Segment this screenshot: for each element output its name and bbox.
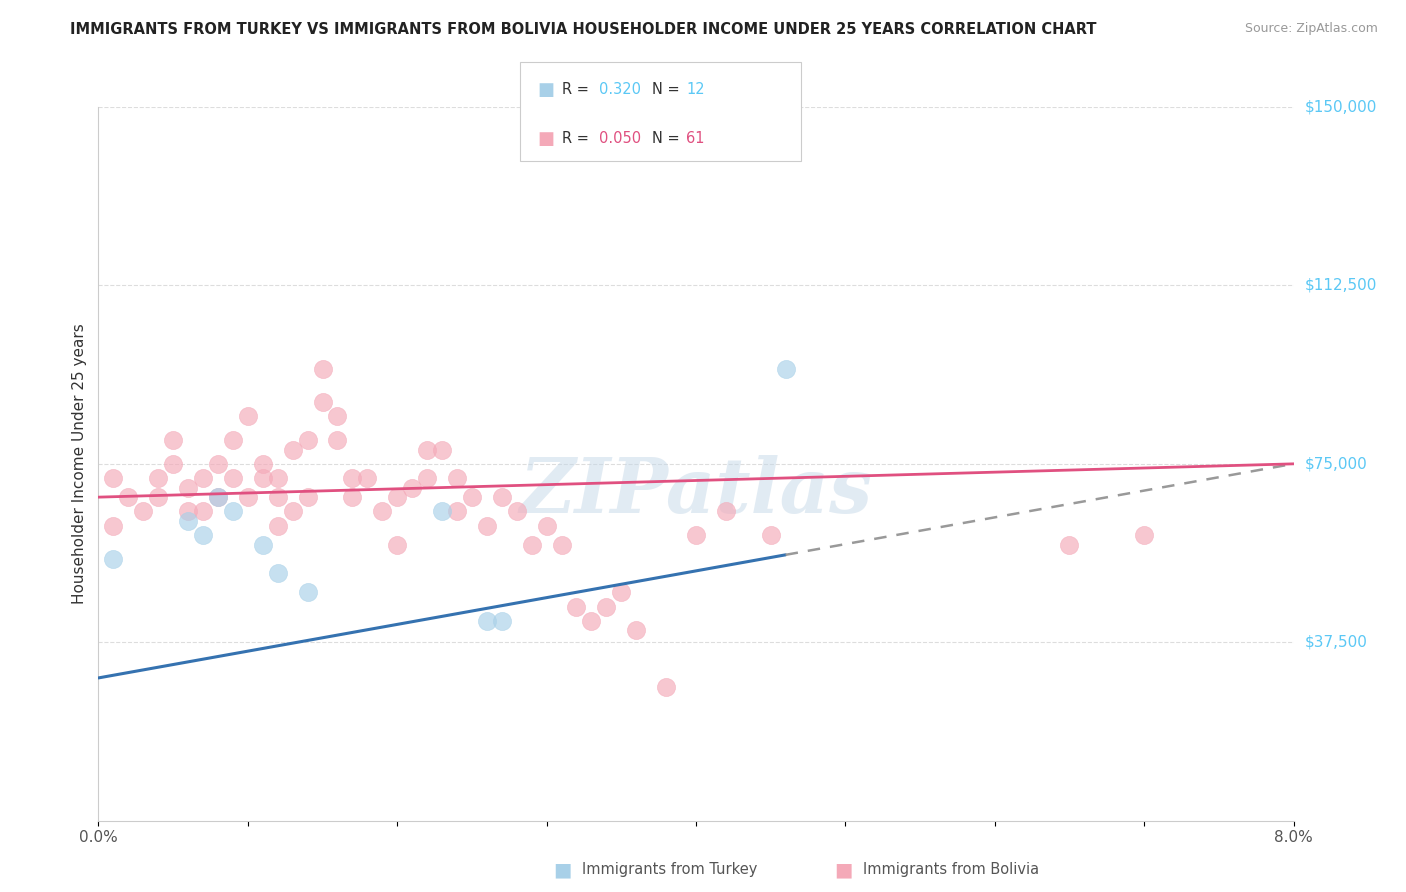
Point [446, 504, 468, 518]
Point [311, 361, 333, 376]
Point [1059, 538, 1081, 552]
Point [595, 599, 617, 614]
Point [475, 518, 498, 533]
Point [624, 624, 647, 638]
Point [446, 471, 468, 485]
Point [416, 442, 439, 457]
Text: 61: 61 [686, 131, 704, 146]
Point [506, 504, 529, 518]
Point [207, 490, 229, 504]
Point [252, 471, 274, 485]
Text: N =: N = [652, 82, 685, 97]
Point [267, 518, 290, 533]
Point [714, 504, 737, 518]
Point [775, 361, 797, 376]
Point [148, 490, 170, 504]
Point [252, 457, 274, 471]
Point [191, 504, 214, 518]
Point [177, 504, 200, 518]
Point [103, 552, 125, 566]
Point [191, 471, 214, 485]
Point [148, 471, 170, 485]
Point [475, 614, 498, 628]
Point [117, 490, 139, 504]
Point [655, 681, 678, 695]
Point [281, 442, 304, 457]
Point [342, 490, 364, 504]
Point [685, 528, 707, 542]
Text: $112,500: $112,500 [1305, 278, 1376, 293]
Text: $150,000: $150,000 [1305, 100, 1376, 114]
Point [385, 490, 409, 504]
Point [162, 457, 184, 471]
Text: Source: ZipAtlas.com: Source: ZipAtlas.com [1244, 22, 1378, 36]
Point [207, 457, 229, 471]
Point [1133, 528, 1156, 542]
Text: N =: N = [652, 131, 685, 146]
Point [550, 538, 572, 552]
Point [207, 490, 229, 504]
Point [326, 433, 349, 447]
Point [177, 514, 200, 528]
Point [461, 490, 484, 504]
Point [222, 433, 245, 447]
Point [385, 538, 409, 552]
Point [103, 471, 125, 485]
Point [311, 395, 333, 409]
Point [401, 481, 423, 495]
Text: 0.050: 0.050 [599, 131, 641, 146]
Point [222, 504, 245, 518]
Point [236, 490, 259, 504]
Text: 12: 12 [686, 82, 704, 97]
Point [132, 504, 155, 518]
Text: $37,500: $37,500 [1305, 635, 1368, 649]
Text: $75,000: $75,000 [1305, 457, 1368, 471]
Point [342, 471, 364, 485]
Y-axis label: Householder Income Under 25 years: Householder Income Under 25 years [72, 324, 87, 604]
Text: IMMIGRANTS FROM TURKEY VS IMMIGRANTS FROM BOLIVIA HOUSEHOLDER INCOME UNDER 25 YE: IMMIGRANTS FROM TURKEY VS IMMIGRANTS FRO… [70, 22, 1097, 37]
Point [430, 442, 453, 457]
Point [103, 518, 125, 533]
Point [536, 518, 558, 533]
Point [267, 471, 290, 485]
Point [252, 538, 274, 552]
Point [356, 471, 378, 485]
Point [191, 528, 214, 542]
Text: Immigrants from Bolivia: Immigrants from Bolivia [863, 863, 1039, 877]
Text: ■: ■ [834, 860, 853, 880]
Point [222, 471, 245, 485]
Text: R =: R = [562, 82, 593, 97]
Text: ■: ■ [537, 130, 554, 148]
Text: ■: ■ [537, 81, 554, 99]
Point [267, 566, 290, 581]
Text: 0.320: 0.320 [599, 82, 641, 97]
Point [281, 504, 304, 518]
Text: Immigrants from Turkey: Immigrants from Turkey [582, 863, 758, 877]
Point [416, 471, 439, 485]
Text: ZIPatlas: ZIPatlas [519, 456, 873, 529]
Point [759, 528, 782, 542]
Point [236, 409, 259, 424]
Point [371, 504, 394, 518]
Text: R =: R = [562, 131, 593, 146]
Point [267, 490, 290, 504]
Point [610, 585, 633, 599]
Point [581, 614, 603, 628]
Point [297, 490, 319, 504]
Point [326, 409, 349, 424]
Text: ■: ■ [553, 860, 572, 880]
Point [565, 599, 588, 614]
Point [430, 504, 453, 518]
Point [297, 585, 319, 599]
Point [491, 490, 513, 504]
Point [520, 538, 543, 552]
Point [491, 614, 513, 628]
Point [297, 433, 319, 447]
Point [177, 481, 200, 495]
Point [162, 433, 184, 447]
